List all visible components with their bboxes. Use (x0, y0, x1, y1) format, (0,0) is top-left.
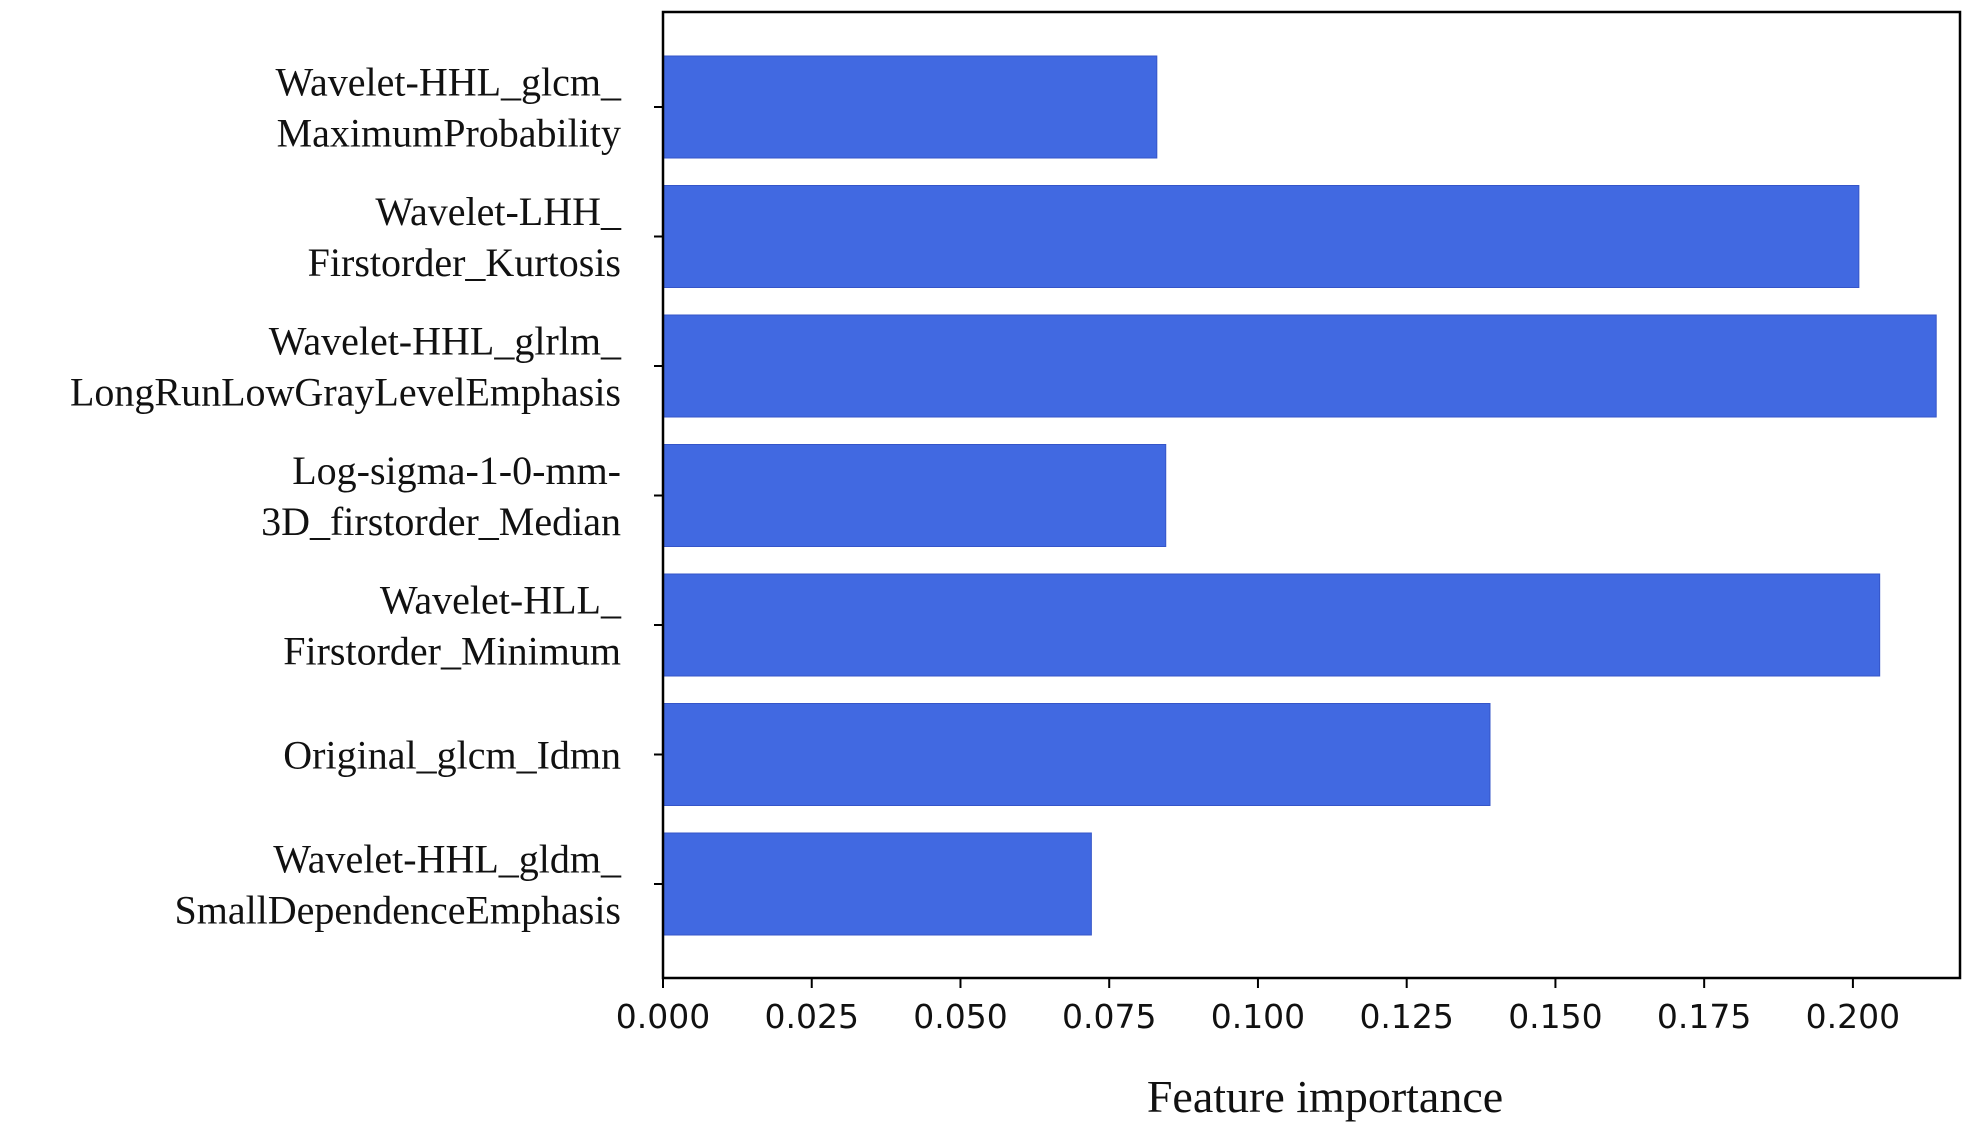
category-label-2: Wavelet-HHL_glrlm_ LongRunLowGrayLevelEmp… (70, 319, 622, 415)
x-tick-label-2: 0.050 (913, 997, 1007, 1036)
category-label-5: Original_glcm_Idmn (283, 733, 621, 778)
category-label-2-line-1: LongRunLowGrayLevelEmphasis (70, 370, 621, 415)
category-label-0-line-1: MaximumProbability (277, 111, 621, 156)
bars-group (662, 55, 1937, 936)
x-axis-title: Feature importance (1147, 1071, 1503, 1122)
category-label-3-line-1: 3D_firstorder_Median (261, 499, 621, 544)
x-tick-label-0: 0.000 (616, 997, 710, 1036)
category-label-3-line-0: Log-sigma-1-0-mm- (292, 448, 621, 493)
category-label-3: Log-sigma-1-0-mm- 3D_firstorder_Median (261, 448, 621, 544)
x-tick-label-4: 0.100 (1211, 997, 1305, 1036)
category-label-1-line-0: Wavelet-LHH_ (375, 189, 622, 234)
x-tick-label-6: 0.150 (1508, 997, 1602, 1036)
category-label-2-line-0: Wavelet-HHL_glrlm_ (269, 319, 622, 364)
bar-3 (662, 444, 1167, 547)
category-label-4-line-0: Wavelet-HLL_ (380, 578, 622, 623)
category-label-1: Wavelet-LHH_ Firstorder_Kurtosis (308, 189, 622, 285)
x-tick-label-8: 0.200 (1806, 997, 1900, 1036)
x-tick-label-5: 0.125 (1359, 997, 1453, 1036)
x-tick-label-3: 0.075 (1062, 997, 1156, 1036)
plot-frame (661, 10, 1962, 980)
category-label-4: Wavelet-HLL_ Firstorder_Minimum (283, 578, 622, 674)
bar-0 (662, 55, 1158, 159)
bar-6 (662, 832, 1092, 936)
bar-1 (662, 185, 1860, 288)
bar-5 (662, 703, 1491, 806)
bar-2 (662, 314, 1937, 418)
category-label-4-line-1: Firstorder_Minimum (283, 629, 621, 674)
x-tick-label-1: 0.025 (764, 997, 858, 1036)
category-label-5-line-0: Original_glcm_Idmn (283, 733, 621, 778)
bar-4 (662, 573, 1881, 677)
category-label-1-line-1: Firstorder_Kurtosis (308, 240, 621, 285)
category-label-6: Wavelet-HHL_gldm_ SmallDependenceEmphasis (174, 837, 622, 933)
category-labels-group: Wavelet-HHL_glcm_ MaximumProbabilityWavel… (70, 60, 663, 933)
x-tick-label-7: 0.175 (1657, 997, 1751, 1036)
category-label-0: Wavelet-HHL_glcm_ MaximumProbability (275, 60, 622, 156)
category-label-6-line-1: SmallDependenceEmphasis (174, 888, 621, 933)
category-label-0-line-0: Wavelet-HHL_glcm_ (275, 60, 622, 105)
category-label-6-line-0: Wavelet-HHL_gldm_ (273, 837, 622, 882)
x-ticks-group: 0.000 0.025 0.050 0.075 0.100 0.125 0.150 0.175… (616, 978, 1900, 1036)
